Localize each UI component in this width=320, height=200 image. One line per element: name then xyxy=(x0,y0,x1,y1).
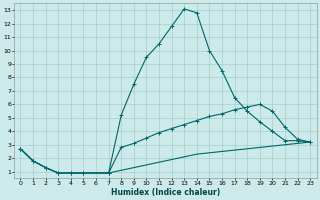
X-axis label: Humidex (Indice chaleur): Humidex (Indice chaleur) xyxy=(111,188,220,197)
